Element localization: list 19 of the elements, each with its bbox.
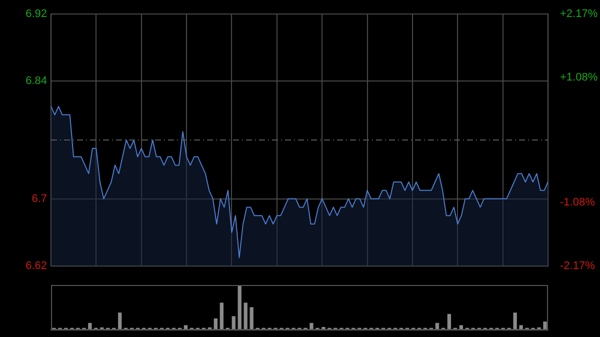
- bar: [543, 322, 547, 330]
- y-tick-label: 6.92: [26, 8, 47, 20]
- bar: [220, 302, 224, 330]
- bar: [232, 316, 236, 330]
- y2-tick-label: -2.17%: [560, 260, 596, 272]
- y-tick-label: 6.84: [26, 75, 47, 88]
- bar: [519, 325, 523, 330]
- bar: [310, 322, 314, 330]
- y-tick-label: 6.7: [32, 192, 47, 205]
- y2-tick-label: +1.08%: [560, 71, 598, 84]
- bar: [250, 307, 254, 330]
- bar: [118, 312, 122, 330]
- bar: [238, 285, 242, 330]
- y2-tick-label: -1.08%: [560, 196, 596, 209]
- bar: [513, 312, 517, 330]
- y2-tick-label: +2.17%: [560, 8, 598, 20]
- y-tick-label: 6.62: [26, 260, 47, 272]
- bar: [88, 322, 92, 330]
- bar: [244, 302, 248, 330]
